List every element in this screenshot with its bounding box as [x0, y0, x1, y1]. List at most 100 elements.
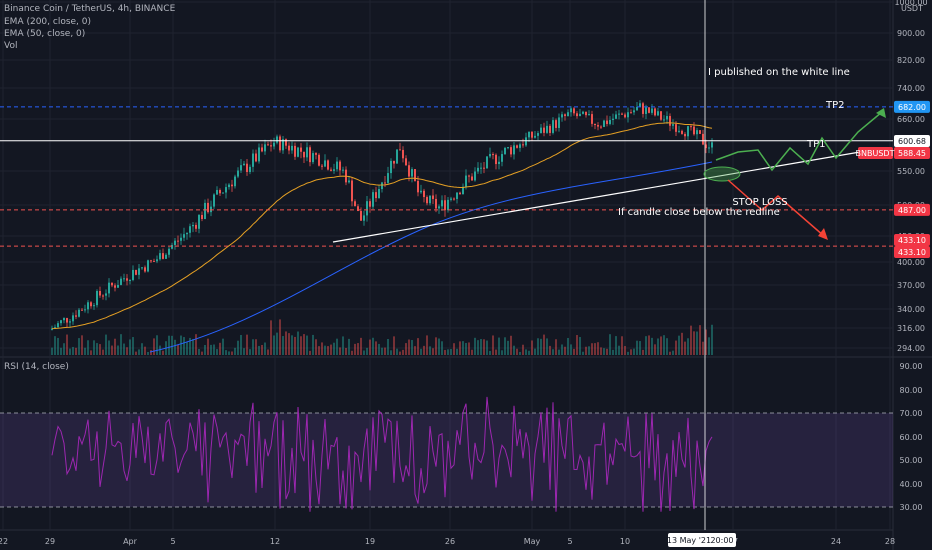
candle-body — [648, 107, 650, 113]
candle-body — [537, 133, 539, 136]
volume-bar — [705, 329, 707, 355]
candle-body — [264, 144, 266, 152]
candle-body — [270, 145, 272, 147]
candle-body — [186, 232, 188, 235]
ticker-tag: BNBUSDT — [856, 149, 895, 158]
candle-body — [327, 160, 329, 170]
volume-bar — [522, 344, 524, 355]
candle-body — [450, 198, 452, 200]
candle-body — [657, 111, 659, 116]
volume-bar — [444, 349, 446, 355]
volume-bar — [78, 338, 80, 355]
candle-body — [708, 147, 710, 149]
volume-bar — [660, 336, 662, 355]
volume-bar — [90, 350, 92, 355]
candle-body — [156, 259, 158, 262]
candle-body — [120, 278, 122, 285]
candle-body — [54, 327, 56, 329]
stop-2b-price-label-bg — [894, 246, 930, 258]
volume-bar — [186, 342, 188, 355]
candle-body — [336, 161, 338, 170]
volume-bar — [177, 344, 179, 355]
candle-body — [687, 126, 689, 137]
candle-body — [57, 323, 59, 328]
volume-bar — [189, 337, 191, 355]
volume-bar — [651, 337, 653, 355]
volume-bar — [429, 346, 431, 355]
candle-body — [219, 190, 221, 194]
volume-bar — [474, 337, 476, 355]
candle-body — [603, 120, 605, 127]
volume-bar — [525, 349, 527, 355]
time-tick: 5 — [567, 537, 572, 546]
volume-bar — [459, 341, 461, 355]
volume-bar — [336, 338, 338, 355]
volume-bar — [306, 335, 308, 355]
candle-body — [438, 206, 440, 209]
ema50-legend[interactable]: EMA (50, close, 0) — [4, 29, 86, 39]
candle-body — [282, 139, 284, 151]
volume-bar — [273, 335, 275, 355]
white-line-price-label: 600.68 — [898, 137, 926, 146]
volume-bar — [180, 335, 182, 355]
volume-bar — [630, 349, 632, 355]
candle-body — [612, 118, 614, 121]
time-tick: 29 — [45, 537, 55, 546]
volume-bar — [612, 349, 614, 355]
candle-body — [411, 169, 413, 177]
volume-bar — [327, 346, 329, 355]
candle-body — [585, 111, 587, 116]
candle-body — [75, 315, 77, 317]
price-tick: 294.00 — [897, 344, 925, 353]
volume-bar — [96, 343, 98, 355]
candle-body — [477, 167, 479, 172]
candle-body — [123, 278, 125, 280]
candle-body — [180, 237, 182, 241]
volume-bar — [561, 344, 563, 355]
rsi-tick: 70.00 — [900, 409, 923, 418]
symbol-legend[interactable]: Binance Coin / TetherUS, 4h, BINANCE — [4, 4, 176, 14]
rsi-legend[interactable]: RSI (14, close) — [4, 362, 69, 372]
support-trendline[interactable] — [332, 151, 861, 243]
candle-body — [573, 108, 575, 114]
volume-bar — [654, 344, 656, 355]
volume-bar — [693, 331, 695, 355]
candle-body — [315, 153, 317, 155]
candle-body — [654, 108, 656, 116]
volume-bar — [501, 350, 503, 355]
volume-bar — [183, 337, 185, 355]
volume-bar — [138, 349, 140, 355]
volume-bar — [99, 344, 101, 355]
candle-body — [201, 215, 203, 219]
volume-legend[interactable]: Vol — [4, 41, 18, 51]
volume-bar — [51, 347, 53, 355]
candle-body — [660, 111, 662, 120]
volume-bar — [318, 346, 320, 355]
candle-body — [492, 154, 494, 156]
volume-bar — [579, 337, 581, 355]
candle-body — [618, 113, 620, 115]
candle-body — [342, 169, 344, 171]
candle-body — [294, 145, 296, 157]
volume-bar — [480, 339, 482, 355]
crosshair-time-label: 20:00 — [710, 536, 733, 545]
candle-body — [246, 163, 248, 172]
candle-body — [468, 175, 470, 177]
volume-bar — [597, 342, 599, 355]
volume-bar — [483, 339, 485, 355]
volume-bar — [267, 349, 269, 355]
volume-bar — [285, 331, 287, 355]
volume-bar — [504, 337, 506, 355]
candle-body — [114, 285, 116, 288]
candle-body — [639, 103, 641, 107]
candle-body — [513, 145, 515, 155]
volume-bar — [687, 338, 689, 355]
volume-bar — [288, 333, 290, 355]
ema200-legend[interactable]: EMA (200, close, 0) — [4, 17, 92, 27]
time-tick: 19 — [365, 537, 375, 546]
volume-bar — [447, 349, 449, 355]
candle-body — [198, 215, 200, 229]
volume-bar — [57, 337, 59, 355]
